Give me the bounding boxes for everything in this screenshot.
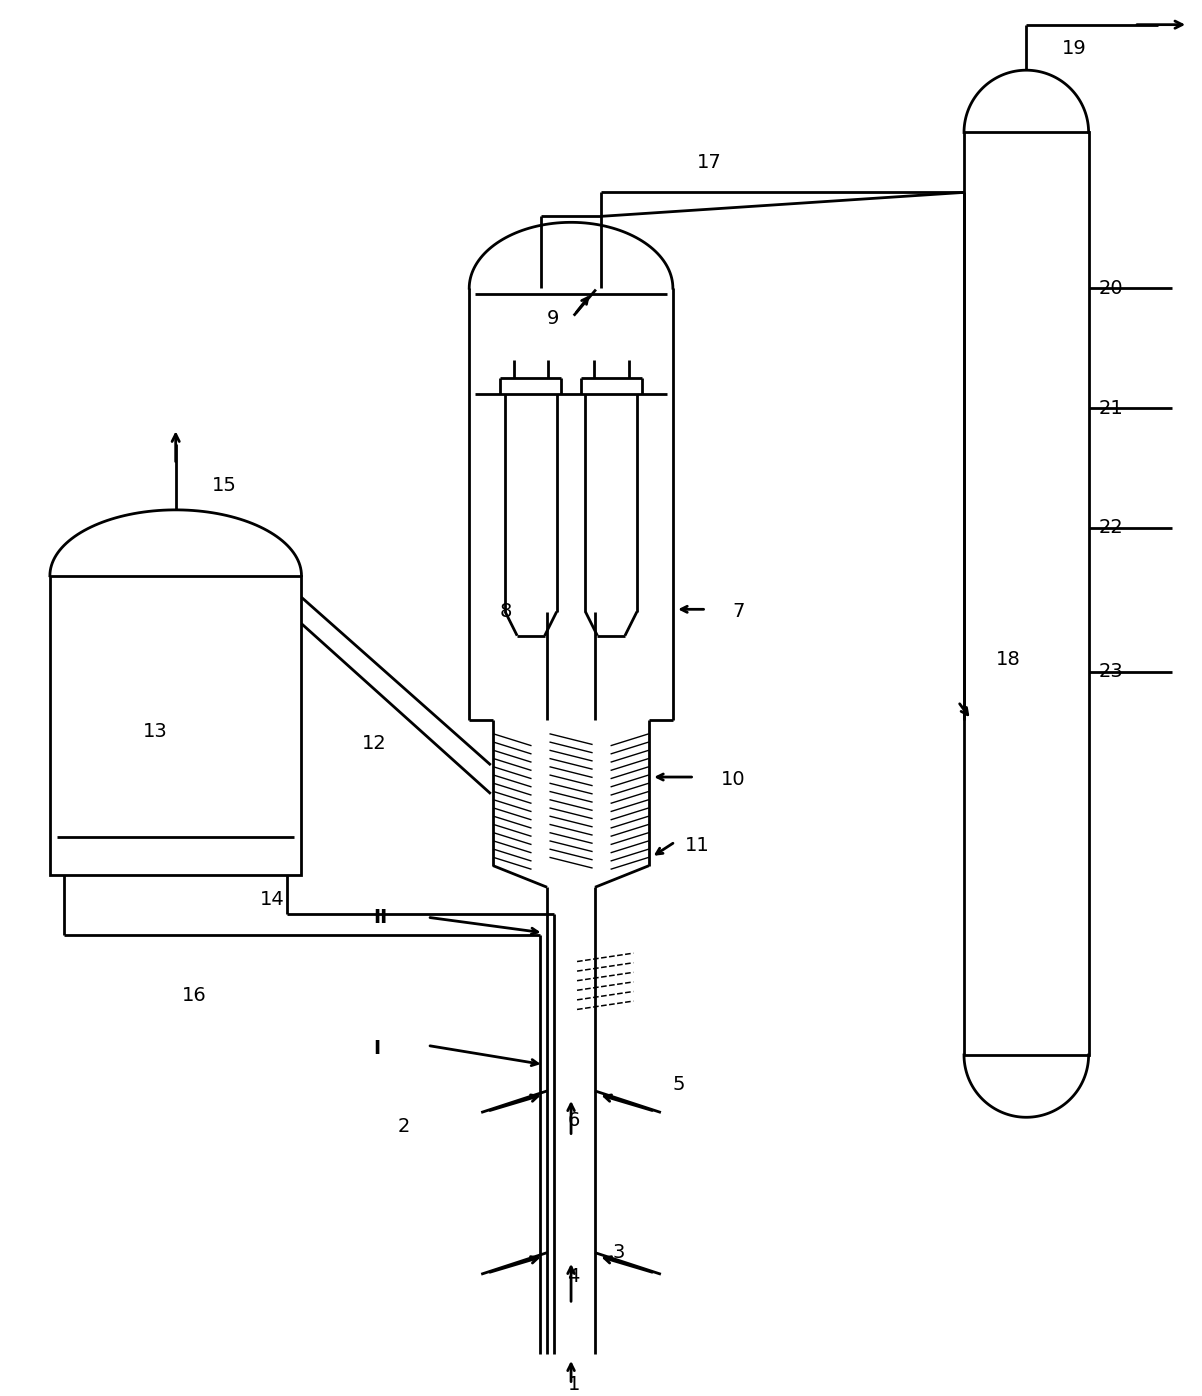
Text: 14: 14 bbox=[260, 889, 285, 909]
Text: 9: 9 bbox=[547, 309, 559, 328]
Text: 23: 23 bbox=[1099, 662, 1123, 681]
Text: 6: 6 bbox=[567, 1111, 579, 1131]
Text: 17: 17 bbox=[697, 154, 721, 172]
Text: 19: 19 bbox=[1063, 39, 1087, 59]
Text: 16: 16 bbox=[182, 986, 207, 1005]
Text: 2: 2 bbox=[398, 1117, 410, 1136]
Text: 10: 10 bbox=[721, 771, 745, 789]
Text: 1: 1 bbox=[567, 1375, 579, 1395]
Text: 20: 20 bbox=[1099, 279, 1123, 297]
Bar bbox=[964, 133, 1089, 1055]
Text: 22: 22 bbox=[1099, 518, 1123, 537]
Text: 5: 5 bbox=[673, 1075, 685, 1094]
Text: 11: 11 bbox=[685, 836, 709, 854]
Text: 15: 15 bbox=[212, 476, 237, 496]
Text: 12: 12 bbox=[362, 734, 386, 752]
Text: 4: 4 bbox=[567, 1268, 579, 1286]
Text: I: I bbox=[374, 1040, 381, 1058]
Text: II: II bbox=[374, 907, 387, 927]
Text: 7: 7 bbox=[733, 602, 745, 621]
Text: 8: 8 bbox=[499, 602, 512, 621]
Text: 3: 3 bbox=[613, 1244, 625, 1262]
Bar bbox=[50, 575, 302, 875]
Text: 21: 21 bbox=[1099, 398, 1123, 417]
Text: 18: 18 bbox=[996, 651, 1022, 669]
Text: 13: 13 bbox=[143, 722, 168, 741]
